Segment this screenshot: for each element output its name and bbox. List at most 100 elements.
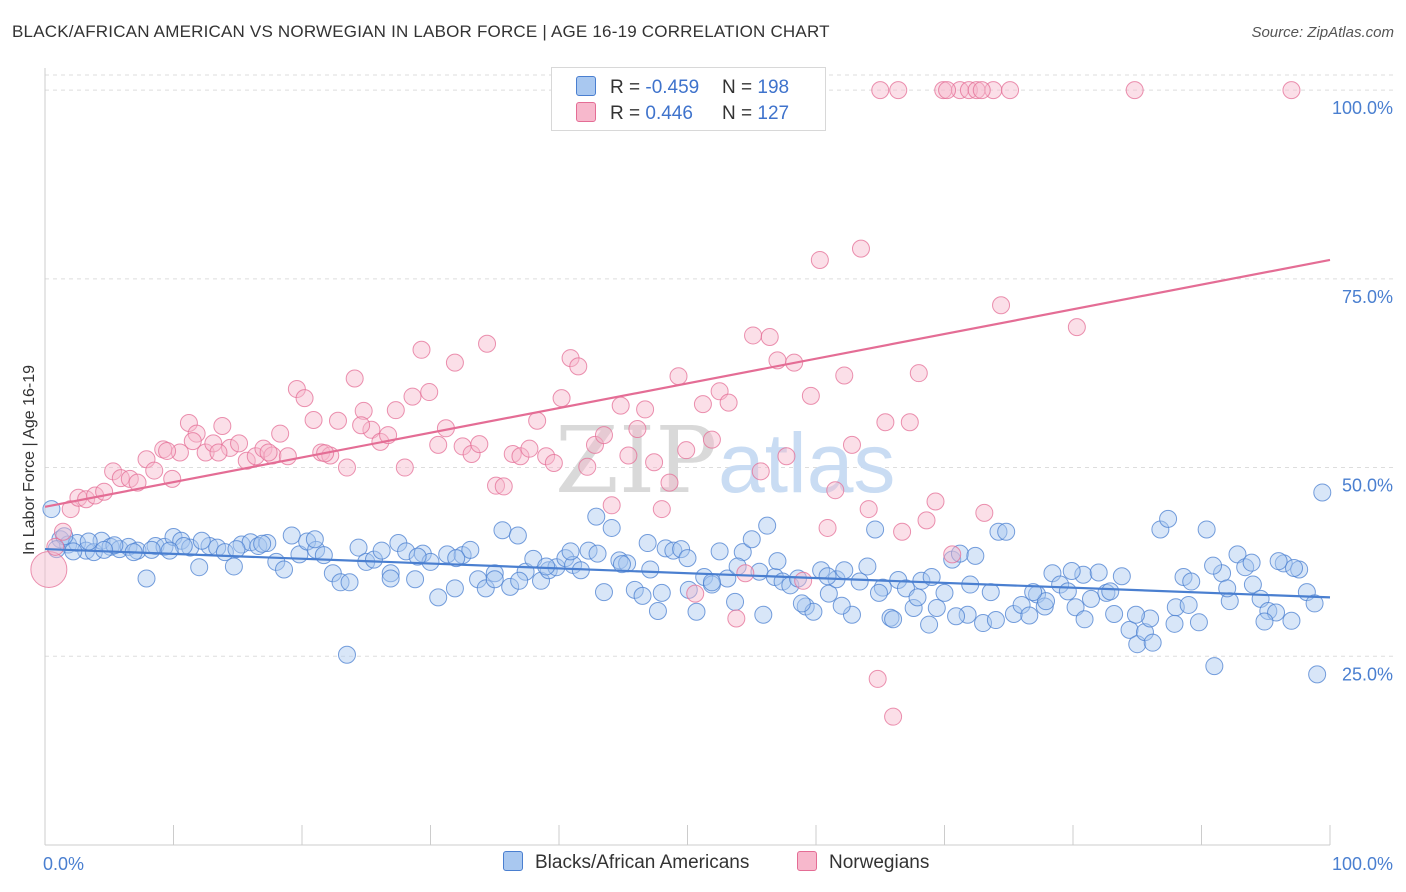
data-point bbox=[727, 609, 746, 628]
data-point bbox=[1012, 595, 1031, 614]
data-point bbox=[1081, 589, 1100, 608]
y-tick-label: 25.0% bbox=[1342, 664, 1393, 684]
data-point bbox=[719, 393, 738, 412]
data-point bbox=[900, 413, 919, 432]
legend-n-label: N = bbox=[722, 77, 758, 98]
data-point bbox=[271, 424, 290, 443]
data-point bbox=[997, 522, 1016, 541]
data-point bbox=[478, 334, 497, 353]
data-point bbox=[672, 540, 691, 559]
data-point bbox=[693, 395, 712, 414]
data-point bbox=[494, 477, 513, 496]
data-point bbox=[1143, 633, 1162, 652]
data-point bbox=[224, 557, 243, 576]
data-points bbox=[30, 81, 1332, 726]
data-point bbox=[1020, 606, 1039, 625]
data-point bbox=[871, 81, 890, 100]
data-point bbox=[702, 573, 721, 592]
data-point bbox=[1242, 553, 1261, 572]
data-point bbox=[687, 602, 706, 621]
data-point bbox=[868, 669, 887, 688]
data-point bbox=[744, 326, 763, 345]
data-point bbox=[917, 511, 936, 530]
data-point bbox=[438, 545, 457, 564]
y-tick-label: 75.0% bbox=[1342, 287, 1393, 307]
data-point bbox=[959, 81, 978, 100]
data-point bbox=[209, 443, 228, 462]
data-point bbox=[1204, 556, 1223, 575]
data-point bbox=[818, 518, 837, 537]
data-point bbox=[179, 414, 198, 433]
data-point bbox=[95, 540, 114, 559]
data-point bbox=[253, 534, 272, 553]
data-point bbox=[792, 594, 811, 613]
data-point bbox=[1308, 665, 1327, 684]
bottom-legend-label-norwegians: Norwegians bbox=[829, 852, 930, 873]
data-point bbox=[754, 605, 773, 624]
data-point bbox=[777, 447, 796, 466]
data-point bbox=[612, 555, 631, 574]
data-point bbox=[485, 564, 504, 583]
data-point bbox=[669, 367, 688, 386]
data-point bbox=[381, 569, 400, 588]
legend-n-value-norwegians: 127 bbox=[757, 103, 790, 124]
data-point bbox=[493, 521, 512, 540]
data-point bbox=[128, 473, 147, 492]
data-point bbox=[686, 584, 705, 603]
legend-r-label: R = bbox=[610, 103, 646, 124]
data-point bbox=[889, 81, 908, 100]
data-point bbox=[314, 546, 333, 565]
data-point bbox=[760, 327, 779, 346]
data-point bbox=[183, 432, 202, 451]
data-point bbox=[190, 558, 209, 577]
data-point bbox=[1305, 594, 1324, 613]
data-point bbox=[337, 645, 356, 664]
data-point bbox=[908, 588, 927, 607]
data-point bbox=[142, 540, 161, 559]
legend-swatch-norwegians bbox=[576, 102, 596, 122]
data-point bbox=[362, 420, 381, 439]
data-point bbox=[258, 534, 277, 553]
data-point bbox=[986, 611, 1005, 630]
data-point bbox=[587, 507, 606, 526]
data-point bbox=[420, 383, 439, 402]
data-point bbox=[1269, 552, 1288, 571]
data-point bbox=[835, 366, 854, 385]
data-point bbox=[602, 518, 621, 537]
data-point bbox=[372, 541, 391, 560]
data-point bbox=[1067, 318, 1086, 337]
data-point bbox=[395, 458, 414, 477]
legend-row-norwegians: R = 0.446 N = 127 bbox=[576, 102, 789, 128]
data-point bbox=[742, 530, 761, 549]
data-point bbox=[611, 396, 630, 415]
data-point bbox=[950, 544, 969, 563]
data-point bbox=[1189, 613, 1208, 632]
data-point bbox=[677, 441, 696, 460]
data-point bbox=[340, 573, 359, 592]
data-point bbox=[237, 451, 256, 470]
data-point bbox=[408, 547, 427, 566]
data-point bbox=[337, 458, 356, 477]
data-point bbox=[832, 596, 851, 615]
chart-source: Source: ZipAtlas.com bbox=[1251, 24, 1394, 41]
data-point bbox=[537, 557, 556, 576]
data-point bbox=[172, 531, 191, 550]
data-point bbox=[585, 435, 604, 454]
data-point bbox=[859, 500, 878, 519]
data-point bbox=[364, 550, 383, 569]
legend-r-label: R = bbox=[610, 77, 646, 98]
data-point bbox=[160, 541, 179, 560]
data-point bbox=[648, 601, 667, 620]
data-point bbox=[1179, 595, 1198, 614]
data-point bbox=[275, 560, 294, 579]
data-point bbox=[638, 534, 657, 553]
data-point bbox=[1037, 592, 1056, 611]
data-point bbox=[1074, 565, 1093, 584]
data-point bbox=[196, 443, 215, 462]
data-point bbox=[1126, 605, 1145, 624]
data-point bbox=[751, 462, 770, 481]
data-point bbox=[726, 592, 745, 611]
series-norwegians bbox=[30, 81, 1301, 726]
data-point bbox=[947, 607, 966, 626]
data-point bbox=[578, 457, 597, 476]
